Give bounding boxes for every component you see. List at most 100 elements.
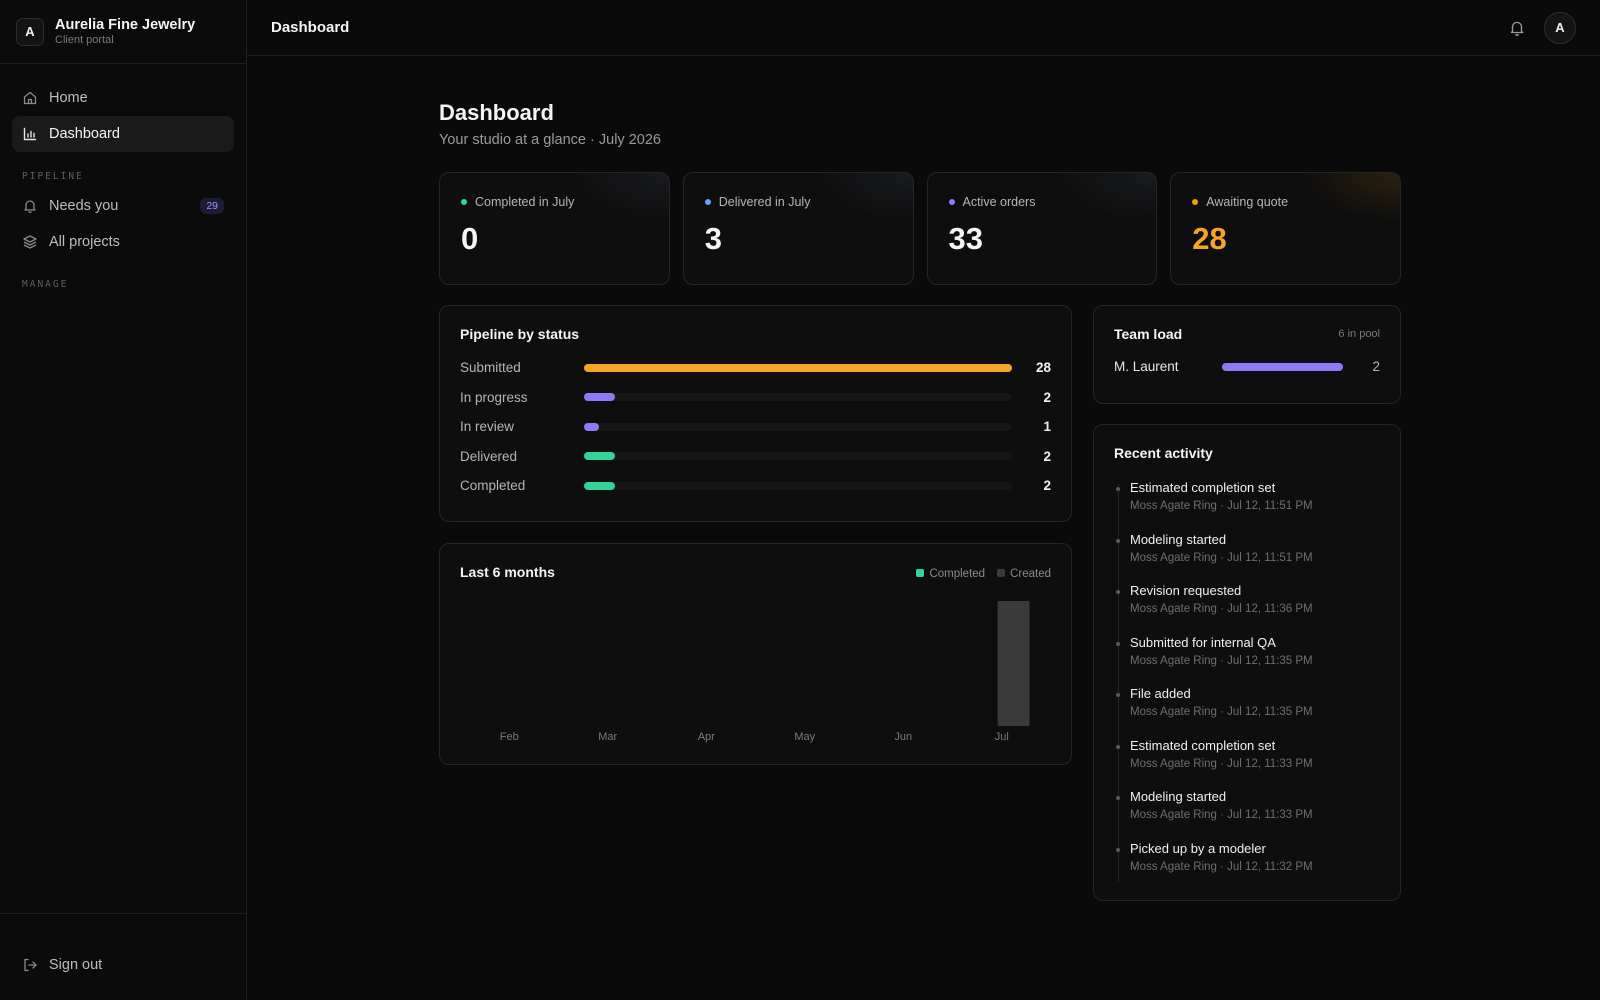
kpi-label-text: Awaiting quote	[1206, 195, 1289, 209]
pipeline-status-label: In progress	[460, 389, 528, 405]
sidebar-footer: Sign out	[0, 913, 246, 1000]
dashboard-content: Dashboard Your studio at a glance · July…	[439, 56, 1401, 901]
topbar-title: Dashboard	[271, 19, 350, 36]
team-pool-count: 6 in pool	[1338, 328, 1380, 340]
sidebar-item-label: Home	[49, 90, 88, 106]
month-tick-label: Mar	[598, 731, 618, 743]
pipeline-status-label: Submitted	[460, 360, 521, 376]
layers-icon	[23, 235, 37, 249]
activity-title: Estimated completion set	[1130, 737, 1276, 753]
activity-item[interactable]: Estimated completion set Moss Agate Ring …	[1116, 737, 1380, 790]
team-load-header: Team load 6 in pool	[1114, 326, 1380, 342]
pipeline-bar-track	[584, 363, 1012, 372]
recent-activity-title: Recent activity	[1114, 445, 1213, 461]
activity-title: Estimated completion set	[1130, 480, 1276, 495]
brand-header[interactable]: A Aurelia Fine Jewelry Client portal	[0, 0, 246, 64]
last-6-months-card: Last 6 months Completed Created Feb Mar Ap…	[439, 543, 1072, 765]
kpi-label: Completed in July	[461, 195, 648, 209]
sidebar-item-needs-you[interactable]: Needs you 29	[12, 188, 234, 224]
activity-meta: Moss Agate Ring · Jul 12, 11:33 PM	[1130, 757, 1313, 770]
user-avatar[interactable]: A	[1544, 11, 1576, 44]
pipeline-card: Pipeline by status Submitted 28 In progres…	[439, 305, 1072, 522]
pipeline-status-label: In review	[460, 419, 515, 435]
pipeline-bar-fill	[584, 452, 615, 461]
sidebar-section-pipeline: PIPELINE	[22, 171, 84, 182]
activity-title: File added	[1130, 686, 1191, 701]
bell-icon	[24, 200, 36, 214]
sidebar-item-all-projects[interactable]: All projects	[12, 224, 234, 260]
sidebar-section-manage: MANAGE	[22, 279, 69, 290]
pipeline-rows: Submitted 28 In progress 2 In review 1 Deliver…	[460, 353, 1051, 501]
topbar: Dashboard A	[247, 0, 1600, 56]
activity-meta: Moss Agate Ring · Jul 12, 11:51 PM	[1130, 500, 1313, 512]
activity-title: Submitted for internal QA	[1130, 634, 1276, 650]
status-dot-icon	[704, 199, 711, 205]
kpi-card-awaiting-quote: Awaiting quote 28	[1170, 172, 1401, 285]
activity-item[interactable]: File added Moss Agate Ring · Jul 12, 11:3…	[1116, 686, 1380, 738]
pipeline-row[interactable]: Completed 2	[460, 471, 1051, 501]
month-tick-label: Apr	[697, 731, 715, 743]
kpi-card-delivered: Delivered in July 3	[682, 172, 914, 285]
notifications-button[interactable]	[1504, 15, 1530, 41]
sidebar-item-dashboard[interactable]: Dashboard	[12, 116, 234, 152]
pipeline-row[interactable]: Delivered 2	[460, 442, 1051, 472]
sidebar-nav: Home Dashboard PIPELINE Needs you 29	[0, 64, 246, 292]
pipeline-status-count: 2	[1043, 389, 1051, 405]
activity-item[interactable]: Picked up by a modeler Moss Agate Ring · …	[1116, 841, 1380, 893]
left-column: Pipeline by status Submitted 28 In progres…	[439, 305, 1072, 901]
activity-item[interactable]: Modeling started Moss Agate Ring · Jul 12…	[1116, 789, 1380, 841]
month-tick-label: May	[794, 731, 816, 743]
activity-item[interactable]: Estimated completion set Moss Agate Ring …	[1116, 480, 1380, 532]
pipeline-bar-fill	[584, 393, 615, 402]
monthly-bar-chart	[997, 601, 1030, 726]
kpi-value: 28	[1192, 221, 1227, 256]
sidebar-item-home[interactable]: Home	[12, 80, 234, 116]
chart-bar-created-jul[interactable]	[997, 601, 1030, 726]
kpi-row: Completed in July 0 Delivered in July 3 …	[439, 172, 1401, 285]
activity-meta: Moss Agate Ring · Jul 12, 11:36 PM	[1130, 603, 1313, 615]
topbar-actions: A	[1504, 11, 1576, 44]
legend-swatch	[997, 569, 1006, 577]
kpi-label-text: Active orders	[962, 195, 1036, 209]
recent-activity-card: Recent activity Estimated completion set…	[1093, 424, 1401, 901]
status-dot-icon	[948, 199, 955, 205]
pipeline-status-count: 2	[1043, 478, 1051, 494]
activity-list: Estimated completion set Moss Agate Ring …	[1114, 480, 1380, 892]
activity-title: Modeling started	[1130, 789, 1227, 804]
pipeline-status-label: Delivered	[460, 448, 518, 464]
status-dot-icon	[461, 199, 467, 205]
activity-item[interactable]: Modeling started Moss Agate Ring · Jul 12…	[1116, 532, 1380, 584]
kpi-card-active-orders: Active orders 33	[926, 172, 1158, 285]
kpi-value: 33	[948, 221, 983, 256]
pipeline-bar-track	[584, 481, 1012, 490]
brand-text: Aurelia Fine Jewelry Client portal	[55, 17, 195, 47]
page-title: Dashboard	[439, 100, 554, 125]
activity-title: Revision requested	[1130, 583, 1242, 598]
brand-subtitle: Client portal	[55, 33, 114, 46]
activity-item[interactable]: Submitted for internal QA Moss Agate Ring…	[1116, 634, 1380, 687]
activity-item[interactable]: Revision requested Moss Agate Ring · Jul …	[1116, 583, 1380, 635]
pipeline-row[interactable]: In review 1	[460, 412, 1051, 442]
kpi-label: Active orders	[948, 195, 1136, 209]
pipeline-status-count: 1	[1043, 419, 1051, 435]
chart-title: Last 6 months	[460, 564, 555, 580]
sidebar-item-label: All projects	[49, 234, 120, 250]
activity-meta: Moss Agate Ring · Jul 12, 11:35 PM	[1130, 706, 1313, 718]
team-rows: M. Laurent 2	[1114, 359, 1380, 374]
sign-out-label: Sign out	[49, 957, 103, 973]
month-axis-labels: Feb Mar Apr May Jun Jul	[460, 731, 1051, 745]
sidebar-item-label: Needs you	[49, 198, 119, 214]
bar-chart-icon	[23, 127, 37, 141]
legend-label: Created	[1010, 568, 1051, 580]
sign-out-button[interactable]: Sign out	[12, 947, 234, 983]
team-load-track	[1222, 362, 1343, 371]
pipeline-bar-fill	[584, 481, 615, 490]
pipeline-row[interactable]: In progress 2	[460, 383, 1051, 413]
sign-out-icon	[24, 958, 37, 972]
month-tick-label: Jul	[994, 731, 1009, 743]
pipeline-row[interactable]: Submitted 28	[460, 353, 1051, 383]
pipeline-status-label: Completed	[460, 478, 526, 494]
chart-legend: Completed Created	[916, 568, 1051, 580]
team-member-row[interactable]: M. Laurent 2	[1114, 359, 1380, 374]
activity-meta: Moss Agate Ring · Jul 12, 11:51 PM	[1130, 551, 1313, 564]
